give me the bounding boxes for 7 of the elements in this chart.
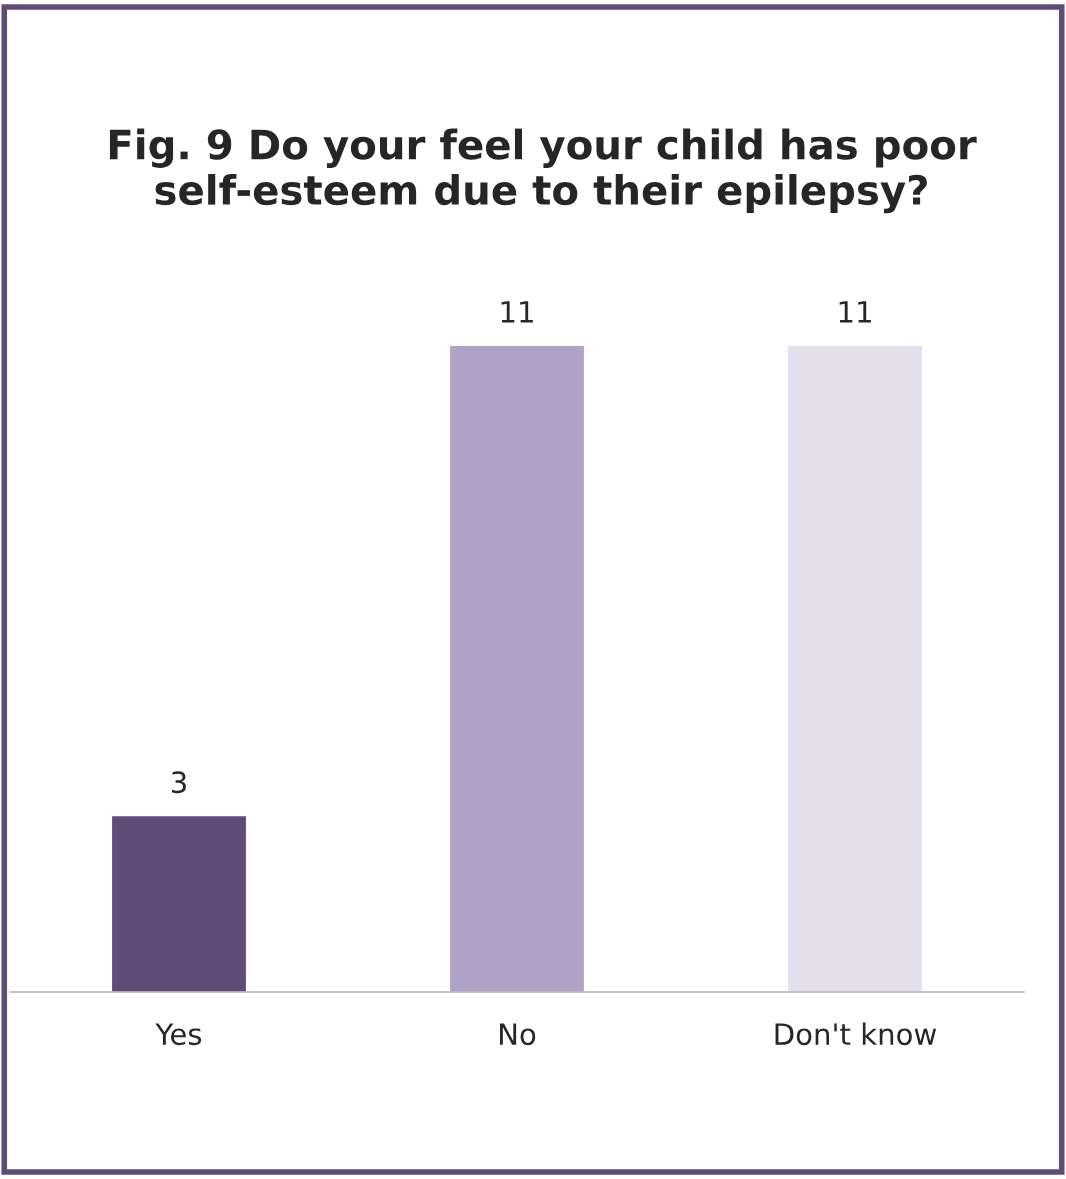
data-label: 11 <box>501 301 533 323</box>
data-label: 3 <box>171 771 186 794</box>
x-tick-label: No <box>500 1023 536 1046</box>
data-label: 11 <box>839 301 871 323</box>
x-tick-label: Don't know <box>775 1022 937 1046</box>
x-tick-label: Yes <box>155 1023 202 1046</box>
chart-title: Fig. 9 Do your feel your child has poor self-esteem due to their epilepsy? <box>109 128 977 214</box>
